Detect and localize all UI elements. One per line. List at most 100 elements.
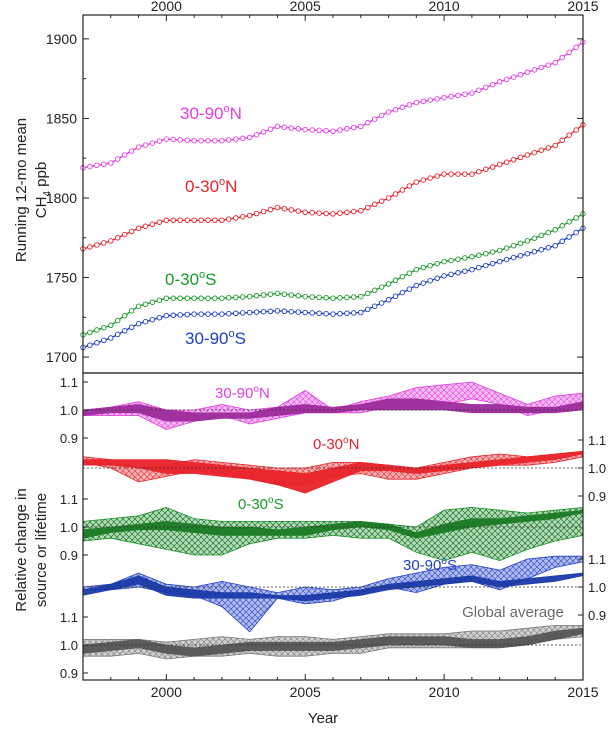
- series-marker-0: [378, 112, 385, 119]
- series-marker-2: [212, 295, 218, 301]
- series-marker-3: [573, 229, 579, 236]
- series-marker-3: [142, 318, 149, 325]
- series-marker-2: [399, 273, 406, 280]
- series-marker-1: [128, 228, 135, 235]
- y-tick-label-1700: 1700: [46, 349, 77, 365]
- band-label-1: 0-30oN: [313, 435, 359, 453]
- series-marker-1: [323, 210, 329, 217]
- series-marker-3: [448, 271, 454, 278]
- bottom-y-axis-label-line1: Relative change in: [13, 488, 30, 611]
- band-label-4: Global average: [462, 604, 564, 621]
- series-marker-0: [358, 123, 364, 130]
- series-marker-2: [260, 292, 267, 298]
- series-marker-3: [351, 310, 357, 316]
- series-marker-0: [573, 44, 579, 50]
- series-marker-2: [198, 295, 204, 301]
- series-marker-0: [420, 98, 427, 105]
- series-marker-0: [135, 144, 142, 150]
- series-marker-0: [385, 109, 392, 115]
- series-marker-2: [170, 295, 177, 301]
- series-marker-3: [469, 266, 475, 273]
- series-marker-2: [462, 255, 468, 261]
- band-tick-label-1-0.9: 0.9: [588, 489, 606, 504]
- series-marker-1: [163, 217, 170, 224]
- series-marker-1: [94, 242, 100, 248]
- series-marker-1: [114, 235, 121, 241]
- series-marker-0: [156, 138, 163, 144]
- series-marker-1: [302, 209, 308, 216]
- series-marker-3: [503, 256, 510, 263]
- series-marker-2: [413, 266, 420, 273]
- series-marker-1: [330, 211, 336, 217]
- series-marker-3: [87, 342, 93, 348]
- series-marker-3: [531, 248, 538, 255]
- series-marker-3: [295, 309, 302, 315]
- series-marker-0: [323, 128, 329, 134]
- series-marker-3: [267, 308, 274, 315]
- series-marker-2: [503, 245, 510, 251]
- series-marker-0: [94, 162, 100, 169]
- series-marker-3: [114, 331, 121, 338]
- series-marker-1: [413, 179, 420, 185]
- series-marker-0: [406, 102, 413, 108]
- series-marker-3: [323, 310, 329, 317]
- series-marker-3: [538, 246, 545, 253]
- series-marker-0: [337, 127, 343, 133]
- series-marker-1: [406, 183, 413, 189]
- series-marker-0: [177, 137, 183, 143]
- series-marker-1: [267, 206, 274, 213]
- series-marker-1: [573, 127, 579, 133]
- series-marker-1: [364, 204, 371, 211]
- y-tick-label-1750: 1750: [46, 270, 77, 286]
- series-marker-0: [239, 135, 246, 142]
- series-marker-1: [489, 164, 496, 170]
- top-axes: 1700 1750 1800 1850 1900 2000 2005 2010 2015: [46, 0, 599, 374]
- series-marker-1: [538, 147, 545, 153]
- series-marker-2: [371, 287, 378, 294]
- series-marker-2: [108, 322, 114, 329]
- series-marker-2: [281, 291, 288, 297]
- series-marker-1: [149, 221, 156, 227]
- series-marker-2: [253, 293, 260, 299]
- series-marker-2: [559, 223, 565, 229]
- series-marker-3: [101, 337, 107, 344]
- series-marker-1: [524, 152, 531, 158]
- series-marker-3: [462, 268, 468, 274]
- series-marker-3: [163, 312, 170, 319]
- series-marker-2: [309, 294, 315, 300]
- series-marker-3: [364, 306, 371, 313]
- series-marker-0: [316, 127, 322, 134]
- series-marker-3: [191, 311, 197, 317]
- x-tick-label-2015: 2015: [567, 684, 598, 700]
- x-tick-label-top-2000: 2000: [151, 0, 182, 14]
- series-marker-0: [198, 137, 204, 144]
- series-marker-1: [455, 171, 461, 177]
- series-marker-0: [552, 59, 558, 66]
- series-marker-2: [128, 308, 135, 314]
- series-marker-2: [420, 264, 427, 271]
- series-marker-1: [274, 204, 281, 211]
- x-tick-label-2005: 2005: [290, 684, 321, 700]
- series-marker-2: [351, 294, 357, 300]
- series-label-0: 30-90oN: [180, 103, 242, 123]
- series-marker-0: [351, 124, 357, 131]
- series-marker-3: [559, 238, 565, 245]
- x-axis-label: Year: [308, 710, 338, 727]
- series-marker-2: [246, 293, 253, 300]
- band-tick-label-2-0.9: 0.9: [60, 548, 78, 563]
- series-marker-0: [170, 136, 177, 143]
- series-marker-1: [434, 173, 440, 179]
- series-marker-1: [469, 171, 475, 177]
- series-marker-2: [226, 295, 232, 301]
- series-marker-1: [566, 132, 572, 138]
- series-marker-1: [253, 210, 260, 217]
- series-marker-3: [156, 314, 163, 321]
- series-marker-3: [330, 311, 336, 317]
- y-tick-label-1900: 1900: [46, 31, 77, 47]
- series-marker-0: [184, 137, 190, 144]
- series-marker-0: [469, 90, 475, 96]
- series-marker-3: [385, 297, 392, 303]
- series-marker-3: [566, 234, 572, 240]
- series-marker-2: [448, 257, 454, 264]
